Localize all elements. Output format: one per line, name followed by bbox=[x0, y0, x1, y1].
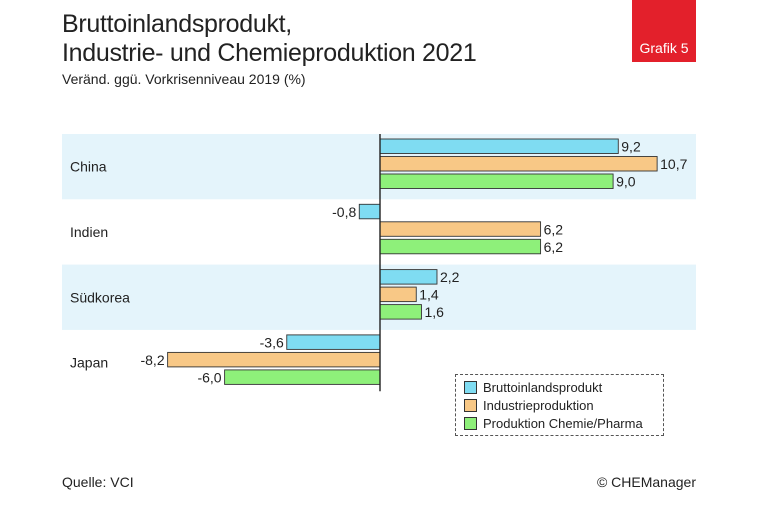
bar-value-label: 10,7 bbox=[660, 156, 687, 172]
bar-bip bbox=[358, 203, 381, 220]
copyright-note: © CHEManager bbox=[596, 474, 696, 490]
category-label: Südkorea bbox=[70, 289, 130, 305]
legend-swatch-chemie bbox=[464, 416, 477, 430]
bar-value-label: 9,0 bbox=[616, 174, 636, 190]
bar-value-label: -0,8 bbox=[332, 204, 356, 220]
source-note: Quelle: VCI bbox=[62, 474, 134, 490]
chart-title: Bruttoinlandsprodukt, Industrie- und Che… bbox=[62, 10, 477, 68]
bar-value-label: 1,4 bbox=[419, 287, 439, 303]
bar-value-label: 1,6 bbox=[424, 304, 444, 320]
legend-swatch-bip bbox=[464, 380, 477, 394]
category-band bbox=[62, 264, 696, 330]
legend-item-bip: Bruttoinlandsprodukt bbox=[464, 378, 663, 396]
legend-label-bip: Bruttoinlandsprodukt bbox=[483, 379, 603, 395]
legend-swatch-industrie bbox=[464, 398, 477, 412]
legend-item-chemie: Produktion Chemie/Pharma bbox=[464, 414, 663, 432]
bar-value-label: -6,0 bbox=[197, 369, 221, 385]
bar-bip bbox=[286, 334, 381, 350]
figure-badge: Grafik 5 bbox=[632, 0, 696, 62]
chart-title-line1: Bruttoinlandsprodukt, bbox=[62, 10, 292, 38]
bar-chemie bbox=[379, 238, 542, 255]
bar-value-label: 6,2 bbox=[544, 221, 564, 237]
bar-chemie bbox=[224, 369, 381, 385]
chart-legend: Bruttoinlandsprodukt Industrieproduktion… bbox=[455, 374, 664, 436]
legend-label-industrie: Industrieproduktion bbox=[483, 397, 594, 413]
bar-value-label: 6,2 bbox=[544, 239, 564, 255]
bar-value-label: -8,2 bbox=[140, 352, 164, 368]
bar-industrie bbox=[379, 286, 417, 303]
bar-bip bbox=[379, 269, 438, 285]
chart-title-line2: Industrie- und Chemieproduktion 2021 bbox=[62, 39, 477, 67]
category-label: Japan bbox=[70, 355, 108, 371]
category-label: Indien bbox=[70, 224, 108, 240]
bar-value-label: -3,6 bbox=[260, 334, 284, 350]
bar-industrie bbox=[379, 221, 542, 237]
category-label: China bbox=[70, 159, 107, 175]
bar-chemie bbox=[379, 304, 422, 320]
legend-label-chemie: Produktion Chemie/Pharma bbox=[483, 415, 643, 431]
bar-industrie bbox=[167, 351, 381, 368]
bar-industrie bbox=[379, 156, 658, 172]
bar-value-label: 9,2 bbox=[621, 139, 641, 155]
bar-bip bbox=[379, 138, 619, 154]
legend-item-industrie: Industrieproduktion bbox=[464, 396, 663, 414]
bar-value-label: 2,2 bbox=[440, 269, 460, 285]
chart-subtitle: Veränd. ggü. Vorkrisenniveau 2019 (%) bbox=[62, 71, 306, 87]
bar-chemie bbox=[379, 173, 614, 189]
